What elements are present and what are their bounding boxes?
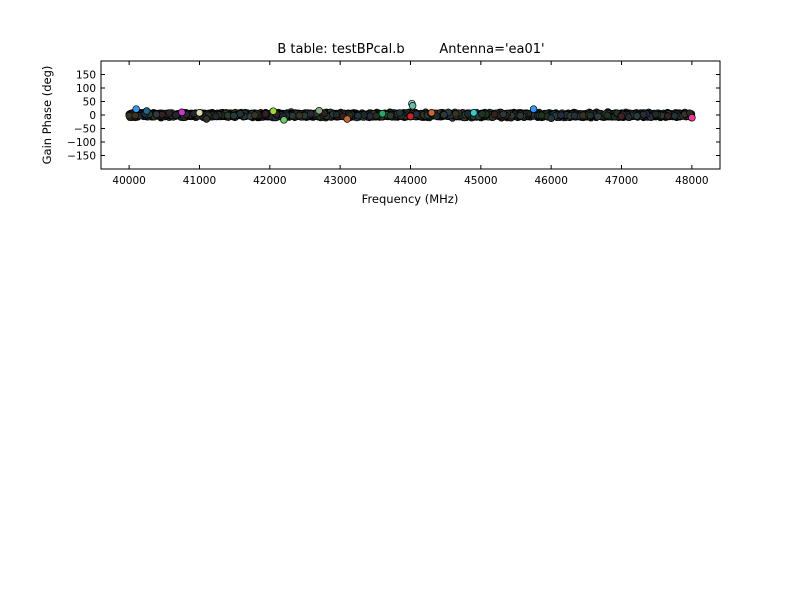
highlighted-point (408, 102, 417, 110)
data-point (165, 109, 173, 117)
data-point (516, 112, 525, 120)
y-tick-label: 150 (76, 70, 96, 82)
data-point (224, 111, 232, 120)
chart-title: B table: testBPcal.b (277, 42, 404, 57)
x-tick-label: 43000 (323, 175, 356, 187)
y-tick-label: −50 (74, 124, 96, 136)
x-tick-label: 46000 (534, 175, 567, 187)
x-axis-label: Frequency (MHz) (362, 192, 459, 206)
data-point (633, 112, 641, 120)
data-point (570, 111, 579, 120)
y-tick-label: 50 (83, 97, 96, 109)
data-point (478, 110, 486, 118)
data-point (586, 111, 594, 120)
highlighted-point (315, 106, 323, 115)
data-point (251, 111, 259, 119)
data-point (295, 111, 303, 120)
highlighted-point (195, 109, 204, 117)
x-axis-ticks: 40000 41000 42000 43000 44000 45000 46000 47000… (112, 61, 709, 187)
data-point (396, 109, 404, 117)
data-point (372, 112, 380, 120)
data-point (261, 110, 270, 118)
highlighted-point (529, 105, 538, 113)
data-point (236, 110, 244, 118)
data-point (354, 111, 362, 120)
data-point (386, 111, 395, 120)
highlighted-point (688, 113, 696, 122)
data-point (639, 110, 648, 119)
highlighted-point (202, 115, 211, 123)
y-tick-label: 100 (76, 83, 96, 95)
data-point (152, 110, 161, 119)
x-tick-label: 48000 (675, 175, 708, 187)
data-point (452, 110, 460, 118)
highlighted-point (269, 107, 278, 115)
y-axis-label: Gain Phase (deg) (40, 66, 54, 165)
highlighted-point (178, 108, 186, 117)
chart-subtitle: Antenna='ea01' (439, 42, 544, 57)
data-point (499, 110, 508, 118)
data-point (603, 111, 611, 120)
x-tick-label: 41000 (183, 175, 216, 187)
highlighted-point (617, 112, 626, 121)
highlighted-point (470, 109, 478, 117)
y-tick-label: −150 (67, 151, 96, 163)
highlighted-point (547, 114, 555, 122)
data-point (212, 112, 220, 120)
highlighted-point (378, 109, 387, 118)
x-tick-label: 44000 (394, 175, 427, 187)
data-point (230, 111, 238, 120)
x-tick-label: 42000 (253, 175, 286, 187)
data-point (307, 110, 315, 118)
x-tick-label: 40000 (112, 175, 145, 187)
highlighted-point (142, 107, 151, 115)
highlighted-point (427, 109, 436, 117)
highlighted-point (132, 105, 140, 113)
highlighted-point (280, 116, 288, 124)
data-point (440, 111, 448, 119)
y-tick-label: 0 (89, 110, 96, 122)
x-tick-label: 47000 (605, 175, 638, 187)
data-point (332, 110, 341, 119)
x-tick-label: 45000 (464, 175, 497, 187)
highlighted-points (132, 99, 696, 124)
data-point (651, 110, 660, 119)
data-point (360, 111, 368, 119)
data-point (131, 111, 139, 120)
data-point (537, 111, 546, 120)
data-point (664, 112, 672, 120)
highlighted-point (406, 112, 415, 121)
highlighted-point (343, 115, 351, 123)
data-point (594, 112, 602, 121)
data-point (557, 111, 565, 119)
data-point (490, 110, 499, 119)
y-tick-label: −100 (67, 137, 96, 149)
data-point (671, 112, 679, 120)
